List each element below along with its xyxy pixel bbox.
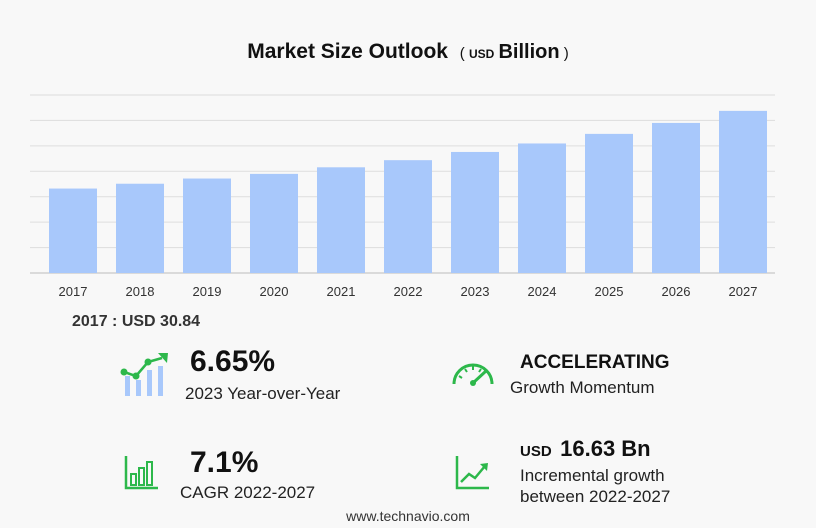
bar-chart-icon [124,456,158,490]
bar-chart: 2017 2018 2019 2020 2021 2022 2023 2024 2025 2026… [30,94,775,299]
unit-open: ( [459,45,465,62]
bar-2024 [518,143,566,273]
bar-2022 [384,160,432,273]
kpi-incremental-value: 16.63 Bn [560,436,651,461]
kpi-incremental-label-2: between 2022-2027 [520,487,671,506]
speedometer-icon [452,363,494,386]
kpi-cagr-label: CAGR 2022-2027 [180,483,316,502]
chart-x-labels: 2017 2018 2019 2020 2021 2022 2023 2024 2025 2026… [59,284,758,299]
kpi-momentum: ACCELERATING [520,352,670,374]
kpi-cagr: 7.1% [190,446,258,480]
kpi-yoy-caption: 2023 Year-over-Year [185,384,340,404]
x-tick-label-2023: 2023 [461,284,490,299]
x-tick-label-2025: 2025 [595,284,624,299]
bar-2018 [116,183,164,273]
bar-2019 [183,178,231,273]
unit-close: ) [563,45,569,62]
bar-2020 [250,173,298,273]
kpi-momentum-value: ACCELERATING [520,352,670,373]
chart-bars [49,110,767,273]
first-year-value: 2017 : USD 30.84 [72,313,201,330]
trend-line-icon [455,456,489,490]
unit-currency: USD [468,47,495,61]
kpi-yoy: 6.65% [190,345,275,379]
kpi-cagr-caption: CAGR 2022-2027 [180,483,315,503]
kpi-yoy-label: 2023 Year-over-Year [185,384,341,403]
kpi-momentum-caption: Growth Momentum [510,378,655,398]
x-tick-label-2022: 2022 [394,284,423,299]
bar-2026 [652,122,700,273]
footer-url: www.technavio.com [346,508,470,524]
kpi-incremental: USD 16.63 Bn [520,436,651,462]
bar-2027 [719,110,767,273]
x-tick-label-2018: 2018 [126,284,155,299]
title-unit: ( USD Billion ) [459,41,569,63]
x-tick-label-2020: 2020 [260,284,289,299]
kpi-momentum-label: Growth Momentum [510,378,655,397]
x-tick-label-2024: 2024 [528,284,557,299]
unit-name: Billion [498,41,560,63]
x-tick-label-2021: 2021 [327,284,356,299]
kpi-incremental-caption: Incremental growth between 2022-2027 [520,465,670,507]
bar-2025 [585,133,633,273]
x-tick-label-2026: 2026 [662,284,691,299]
growth-chart-icon [120,353,168,396]
bar-2023 [451,151,499,273]
chart-title: Market Size Outlook ( USD Billion ) [0,40,816,64]
title-text: Market Size Outlook [247,40,448,63]
x-tick-label-2017: 2017 [59,284,88,299]
kpi-yoy-value: 6.65% [190,345,276,378]
kpi-incremental-label-1: Incremental growth [520,466,665,485]
x-tick-label-2027: 2027 [729,284,758,299]
bar-2021 [317,167,365,273]
bar-2017 [49,188,97,273]
kpi-incremental-currency: USD [520,443,552,460]
kpi-cagr-value: 7.1% [190,446,259,479]
x-tick-label-2019: 2019 [193,284,222,299]
